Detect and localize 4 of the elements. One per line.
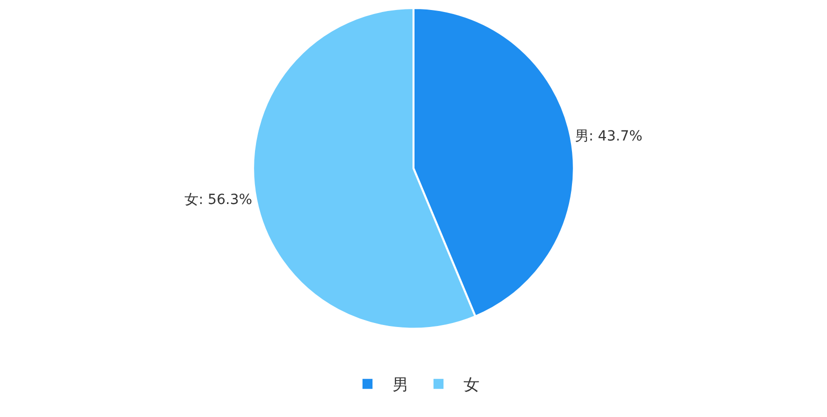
legend-label: 女 [464,375,480,394]
data-label: 男: 43.7% [574,128,642,145]
legend-label: 男 [392,375,408,394]
data-label: 女: 56.3% [184,192,252,208]
